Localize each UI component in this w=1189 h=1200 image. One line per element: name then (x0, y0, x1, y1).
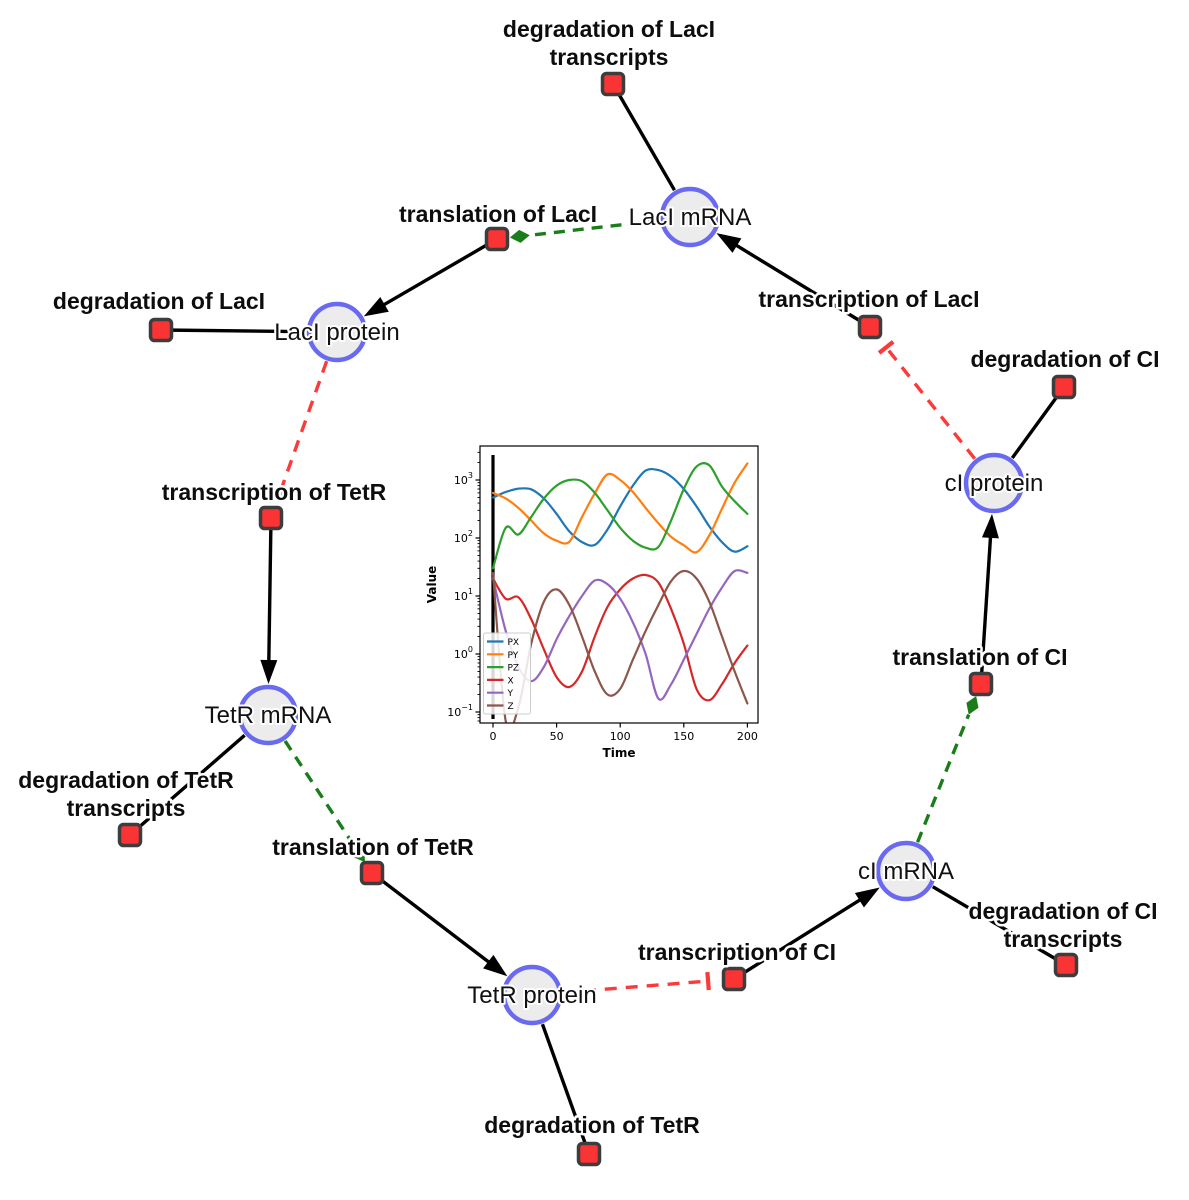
reaction-label-translation_tetr: translation of TetR (272, 834, 474, 860)
reaction-label-translation_laci: translation of LacI (399, 201, 597, 227)
legend-label-Z: Z (508, 702, 514, 712)
species-node-ci_protein[interactable] (963, 452, 1025, 514)
inhibition-tee-edge-laci_protein-transcription_tetr (270, 488, 289, 499)
reaction-label-transcription_ci: transcription of CI (638, 939, 836, 965)
inhibition-tee-edge-tetr_protein-transcription_ci (705, 971, 711, 991)
arrowhead-edge-translation_laci-laci_protein (363, 297, 389, 317)
chart-line-Y (491, 569, 749, 701)
edge-tetr_protein-deg_tetr (540, 1023, 591, 1155)
chart-x-tick-label: 0 (490, 730, 497, 743)
species-label-ci_protein: cI protein (945, 470, 1044, 497)
edge-tetr_mrna-translation_tetr (283, 739, 356, 847)
arrowhead-edge-translation_tetr-tetr_protein (483, 954, 508, 977)
edge-translation_ci-ci_protein (979, 527, 993, 685)
reaction-node-transcription_laci[interactable] (857, 314, 883, 340)
arrowhead-edge-transcription_ci-ci_mrna (854, 887, 880, 908)
reaction-label-deg_laci: degradation of LacI (53, 288, 265, 314)
chart-x-tick-label: 150 (673, 730, 694, 743)
modifier-arrowhead-edge-ci_mrna-translation_ci (966, 696, 979, 715)
arrowhead-edge-transcription_laci-laci_mrna (716, 233, 742, 253)
species-node-laci_mrna[interactable] (659, 186, 721, 248)
reaction-node-translation_tetr[interactable] (359, 860, 385, 886)
edge-transcription_laci-laci_mrna (727, 239, 871, 329)
edge-tetr_mrna-deg_tetr_tx (128, 734, 246, 837)
modifier-arrowhead-edge-laci_mrna-translation_laci (509, 229, 530, 243)
reaction-label-deg_ci: degradation of CI (970, 346, 1159, 372)
chart-x-tick-label: 100 (610, 730, 631, 743)
species-label-tetr_mrna: TetR mRNA (205, 702, 332, 729)
legend-label-X: X (508, 676, 514, 686)
reaction-label-deg_laci_tx-line2: transcripts (550, 44, 669, 70)
edges-layer (128, 83, 1067, 1155)
modifier-arrowhead-edge-tetr_mrna-translation_tetr (353, 845, 365, 863)
chart-line-PZ (491, 462, 749, 570)
legend-label-PZ: PZ (508, 664, 520, 674)
reaction-label-deg_tetr: degradation of TetR (484, 1112, 700, 1138)
reaction-label-deg_tetr_tx-line2: transcripts (67, 795, 186, 821)
edge-tetr_protein-transcription_ci (562, 979, 709, 995)
arrowhead-edge-transcription_tetr-tetr_mrna (260, 659, 278, 685)
chart-x-tick-label: 50 (550, 730, 564, 743)
legend-label-Y: Y (507, 689, 514, 699)
edge-transcription_tetr-tetr_mrna (266, 517, 273, 671)
edge-ci_protein-transcription_laci (884, 346, 977, 460)
species-node-ci_mrna[interactable] (875, 840, 937, 902)
labels-layer: LacI mRNA LacI protein TetR mRNA TetR prote… (16, 14, 1162, 1141)
reaction-label-deg_laci_tx: degradation of LacI (503, 16, 715, 42)
reaction-node-deg_ci_tx[interactable] (1053, 952, 1079, 978)
edge-laci_protein-deg_laci (160, 328, 307, 334)
edge-transcription_ci-ci_mrna (733, 893, 869, 981)
species-label-laci_mrna: LacI mRNA (629, 204, 752, 231)
chart-x-tick-label: 200 (737, 730, 758, 743)
edge-translation_laci-laci_protein (375, 237, 498, 311)
inset-timeseries-chart: 0 50 100 150 20010310210110010−1TimeValuePXP… (425, 434, 776, 776)
edge-laci_mrna-translation_laci (529, 218, 660, 237)
species-node-tetr_mrna[interactable] (237, 684, 299, 746)
species-node-laci_protein[interactable] (306, 301, 368, 363)
reaction-label-deg_tetr_tx: degradation of TetR (18, 767, 234, 793)
reaction-label-transcription_laci: transcription of LacI (758, 286, 979, 312)
reaction-label-transcription_tetr: transcription of TetR (162, 479, 387, 505)
reaction-label-deg_ci_tx: degradation of CI (968, 898, 1157, 924)
reaction-label-deg_ci_tx-line2: transcripts (1004, 926, 1123, 952)
chart-ylabel: Value (425, 566, 439, 604)
chart-xlabel: Time (603, 746, 636, 760)
edge-translation_tetr-tetr_protein (370, 871, 498, 970)
species-label-tetr_protein: TetR protein (467, 982, 596, 1009)
chart-line-PY (491, 462, 749, 554)
edge-ci_mrna-deg_ci_tx (931, 885, 1067, 967)
species-label-laci_protein: LacI protein (274, 319, 399, 346)
reaction-node-deg_ci[interactable] (1051, 374, 1077, 400)
chart-line-PX (491, 467, 749, 553)
legend-label-PY: PY (508, 651, 519, 661)
species-node-tetr_protein[interactable] (501, 964, 563, 1026)
inhibition-tee-edge-ci_protein-transcription_laci (877, 340, 895, 355)
reaction-node-translation_ci[interactable] (968, 671, 994, 697)
species-label-ci_mrna: cI mRNA (858, 858, 954, 885)
reaction-node-transcription_ci[interactable] (721, 966, 747, 992)
reaction-node-deg_laci_tx[interactable] (600, 71, 626, 97)
edge-laci_protein-transcription_tetr (278, 360, 329, 495)
reaction-node-deg_tetr_tx[interactable] (117, 822, 143, 848)
reaction-node-deg_tetr[interactable] (576, 1141, 602, 1167)
edge-ci_mrna-translation_ci (915, 713, 971, 843)
reaction-label-translation_ci: translation of CI (892, 644, 1067, 670)
reaction-node-translation_laci[interactable] (484, 226, 510, 252)
arrowhead-edge-translation_ci-ci_protein (981, 513, 999, 539)
nodes-layer (117, 71, 1079, 1167)
legend-label-PX: PX (508, 638, 520, 648)
reaction-node-deg_laci[interactable] (148, 317, 174, 343)
edge-laci_mrna-deg_laci_tx (611, 83, 676, 192)
reaction-node-transcription_tetr[interactable] (258, 505, 284, 531)
